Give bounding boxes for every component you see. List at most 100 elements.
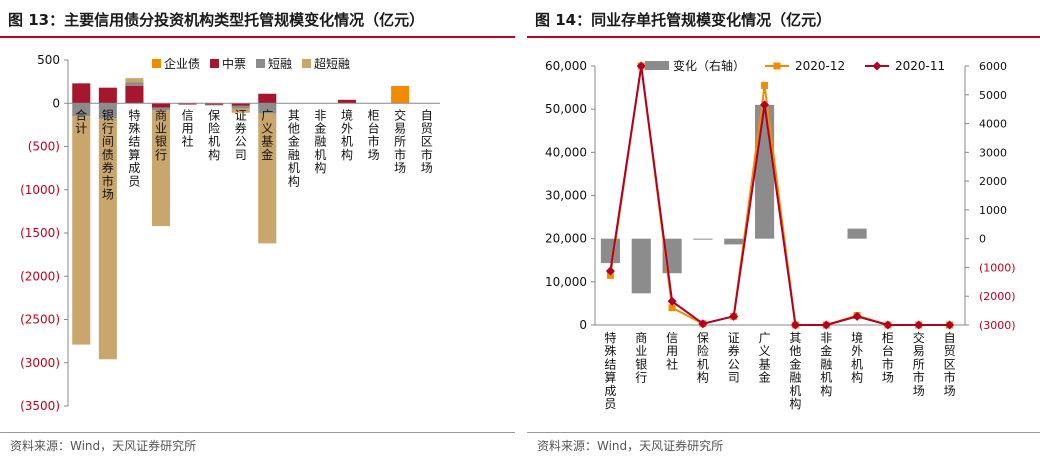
right-right-tick-label: 5000 [979,89,1007,102]
right-marker-diamond [698,319,708,329]
left-x-tick-label: 非金融机构 [314,108,326,175]
right-source-note: 资料来源：Wind，天风证券研究所 [537,439,724,453]
left-legend-label: 中票 [222,56,246,71]
right-marker-diamond [914,320,924,330]
left-x-tick-label: 境外机构 [341,107,353,162]
right-left-tick-label: 20,000 [545,232,587,246]
right-legend-label: 2020-12 [795,59,845,73]
left-x-tick-label: 商业银行 [155,107,167,162]
left-legend-label: 短融 [268,57,292,71]
right-x-tick-label: 境外机构 [851,330,863,385]
left-y-tick-label: 0 [52,96,60,110]
left-bar-segment [72,116,91,345]
right-change-bar [847,228,867,239]
left-x-tick-label: 证券公司 [235,108,247,162]
right-legend-marker [872,61,882,71]
right-legend-label: 变化（右轴） [673,58,745,73]
left-bar-segment [98,103,117,119]
left-bar-segment [391,85,410,104]
right-x-tick-label: 特殊结算成员 [604,330,616,411]
right-x-tick-label: 非金融机构 [820,331,832,398]
right-figure-title: 图 14：同业存单托管规模变化情况（亿元） [535,11,832,29]
left-y-tick-label: (1000) [20,183,60,197]
right-left-tick-label: 50,000 [545,102,587,116]
left-bar-segment [72,83,91,104]
left-legend-label: 超短融 [314,56,350,71]
left-bar-segment [98,118,117,360]
left-source-rule [0,432,515,433]
left-bar-segment [231,105,250,109]
right-right-tick-label: 6000 [979,60,1007,73]
left-x-tick-label: 特殊结算成员 [128,107,140,188]
right-right-tick-label: 3000 [979,146,1007,159]
right-x-tick-label: 证券公司 [728,331,740,385]
right-change-bar [631,238,651,294]
left-y-tick-label: 500 [37,53,60,67]
left-bar-segment [125,82,144,86]
left-x-tick-label: 其他金融机构 [288,108,300,188]
right-chart: 60,000 50,000 40,000 30,000 20,000 10,000 0 600… [545,58,1016,411]
left-bar-segment [125,85,144,104]
right-change-bar [755,104,775,239]
right-right-tick-label: 0 [979,233,986,246]
left-y-tick-label: (500) [28,140,60,154]
right-x-tick-label: 保险机构 [697,331,709,385]
right-change-bar [724,238,744,245]
left-bar-segment [178,103,197,105]
left-bar-segment [98,87,117,104]
right-left-tick-label: 30,000 [545,189,587,203]
left-x-tick-label: 广义基金 [261,108,273,162]
left-legend-swatch [302,59,311,68]
left-bar-segment [205,104,224,106]
right-line-2020-11 [609,65,950,326]
right-right-tick-label: 1000 [979,204,1007,217]
right-marker-diamond [821,320,831,330]
left-bar-segment [151,103,171,108]
right-change-bar [600,238,620,264]
right-marker-square [761,81,769,89]
right-left-tick-label: 40,000 [545,145,587,159]
left-legend-swatch [210,59,219,68]
right-x-tick-label: 自贸区市场 [944,331,956,398]
right-marker-diamond [883,320,893,330]
right-x-tick-label: 商业银行 [635,330,647,385]
right-left-tick-label: 60,000 [545,59,587,73]
left-x-tick-label: 柜台市场 [368,108,380,162]
right-change-bar [693,238,713,240]
left-bar-segment [258,103,277,114]
right-x-tick-label: 信用社 [666,331,678,371]
right-x-tick-label: 其他金融机构 [789,331,801,411]
right-marker-square [668,304,676,312]
left-x-tick-label: 保险机构 [208,108,220,162]
left-bar-segment [231,103,250,106]
left-legend-swatch [256,59,265,68]
left-legend-swatch [152,59,161,68]
right-marker-diamond [729,311,739,321]
right-figure-panel: 图 14：同业存单托管规模变化情况（亿元） 60,000 50,000 40,000… [527,0,1040,470]
right-marker-diamond [790,320,800,330]
left-x-tick-label: 信用社 [182,108,194,148]
left-x-tick-label: 交易所市场 [394,107,406,175]
right-right-tick-label: 2000 [979,175,1007,188]
left-bar-segment [205,103,224,105]
right-line-2020-12 [609,65,950,326]
left-title-rule [0,36,515,38]
left-y-tick-label: (3500) [20,399,60,413]
left-bar-segment [258,93,277,104]
right-right-tick-label: (3000) [979,319,1016,332]
left-chart: 500 0 (500) (1000) (1500) (2000) (2500) (3000) (… [20,53,440,413]
right-marker-diamond [636,61,646,71]
right-legend-label: 2020-11 [895,59,945,73]
left-source-note: 资料来源：Wind，天风证券研究所 [10,439,197,453]
right-left-tick-label: 0 [579,318,587,332]
left-y-tick-label: (2000) [20,269,60,283]
left-x-tick-label: 银行间债券市场 [102,108,114,201]
right-x-tick-label: 广义基金 [759,331,771,385]
left-y-tick-label: (1500) [20,226,60,240]
right-right-tick-label: 4000 [979,118,1007,131]
left-y-tick-label: (3000) [20,356,60,370]
right-left-tick-label: 10,000 [545,275,587,289]
right-marker-diamond [760,100,770,110]
left-figure-panel: 图 13：主要信用债分投资机构类型托管规模变化情况（亿元） 500 0 (500) (… [0,0,515,470]
left-legend-label: 企业债 [164,56,200,71]
